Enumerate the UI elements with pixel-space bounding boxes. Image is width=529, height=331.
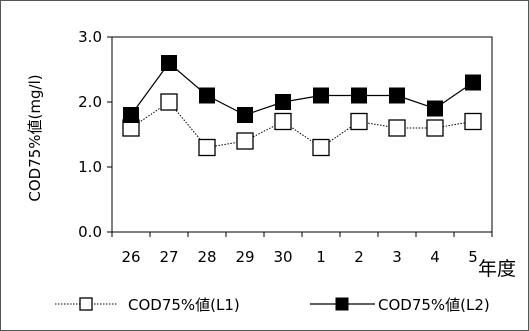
series-layer (122, 55, 482, 157)
x-tick-label: 30 (273, 248, 292, 266)
x-tick-label: 27 (159, 248, 178, 266)
data-point-series-2 (275, 94, 291, 110)
series-line-1 (130, 101, 474, 149)
x-tick-label: 28 (197, 248, 216, 266)
legend-marker-l2 (335, 297, 349, 311)
series-line-2 (130, 62, 474, 116)
y-tick-label: 3.0 (78, 28, 102, 46)
x-tick-label: 2 (354, 248, 364, 266)
data-point-series-2 (313, 87, 329, 104)
y-axis-label: COD75%値(mg/l) (26, 74, 44, 201)
data-point-series-2 (161, 55, 177, 71)
x-tick-label: 5 (468, 248, 478, 266)
x-tick-label: 4 (430, 248, 440, 266)
x-tick-label: 1 (316, 248, 326, 266)
data-point-series-1 (236, 132, 254, 150)
y-tick-label: 1.0 (78, 158, 102, 176)
legend: COD75%値(L1) COD75%値(L2) (55, 296, 490, 314)
data-point-series-2 (123, 107, 139, 123)
data-point-series-2 (237, 107, 253, 123)
data-point-series-2 (351, 87, 367, 104)
data-point-series-1 (274, 112, 292, 131)
data-point-series-1 (198, 138, 216, 157)
data-point-series-2 (389, 87, 405, 104)
data-point-series-1 (160, 93, 178, 111)
data-point-series-1 (388, 119, 406, 137)
data-point-series-1 (312, 138, 330, 157)
data-point-series-1 (350, 112, 368, 131)
legend-label-l1: COD75%値(L1) (128, 296, 240, 314)
x-tick-label: 29 (235, 248, 254, 266)
y-tick-label: 0.0 (78, 223, 102, 241)
data-point-series-2 (465, 74, 481, 91)
x-tick-label: 26 (121, 248, 140, 266)
y-axis-ticks: 0.0 1.0 2.0 3.0 (78, 28, 112, 241)
data-point-series-1 (426, 119, 444, 137)
x-axis-ticks: 26 27 28 29 30 1 2 3 4 5 (111, 232, 493, 266)
data-point-series-2 (427, 100, 443, 117)
legend-marker-l1 (79, 297, 93, 311)
data-point-series-2 (199, 87, 215, 104)
legend-label-l2: COD75%値(L2) (378, 296, 490, 314)
x-axis-label: 年度 (478, 258, 516, 280)
data-point-series-1 (464, 112, 482, 131)
y-tick-label: 2.0 (78, 93, 102, 111)
x-tick-label: 3 (392, 248, 402, 266)
